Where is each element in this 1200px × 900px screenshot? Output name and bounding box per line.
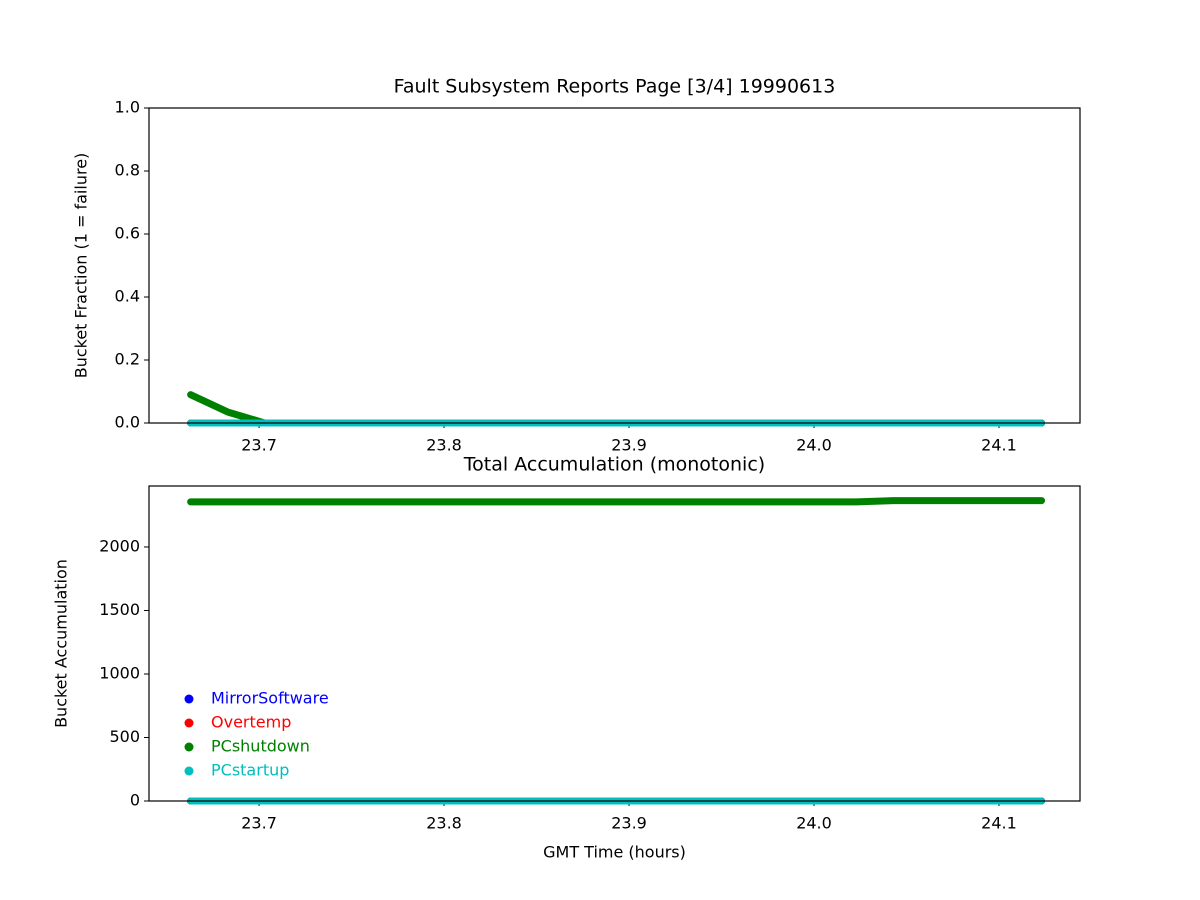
plot-frame [148, 485, 1081, 802]
x-axis-label: GMT Time (hours) [543, 843, 686, 862]
legend-label: MirrorSoftware [211, 689, 329, 708]
legend-label: PCstartup [211, 761, 289, 780]
y-tick-label: 1000 [99, 663, 140, 682]
legend-marker [184, 694, 194, 704]
legend-label: PCshutdown [211, 737, 310, 756]
series-line [187, 391, 1046, 427]
y-axis-label: Bucket Fraction (1 = failure) [72, 153, 91, 379]
legend-marker [184, 742, 194, 752]
y-tick-label: 0.6 [115, 224, 140, 243]
legend-marker [184, 766, 194, 776]
plot-frame [148, 107, 1081, 424]
legend-label: Overtemp [211, 713, 291, 732]
y-tick-label: 1500 [99, 600, 140, 619]
x-tick-label: 23.9 [611, 436, 647, 455]
x-tick-label: 23.9 [611, 814, 647, 833]
x-tick-label: 24.1 [981, 814, 1017, 833]
y-tick-label: 1.0 [115, 98, 140, 117]
chart-title: Total Accumulation (monotonic) [463, 454, 765, 476]
x-tick-label: 23.7 [241, 436, 277, 455]
y-tick-label: 0.0 [115, 413, 140, 432]
x-tick-label: 24.1 [981, 436, 1017, 455]
x-tick-label: 23.7 [241, 814, 277, 833]
x-tick-label: 23.8 [426, 436, 462, 455]
x-tick-label: 24.0 [796, 814, 832, 833]
legend-marker [184, 718, 194, 728]
y-tick-label: 2000 [99, 536, 140, 555]
y-tick-label: 0 [130, 791, 140, 810]
x-tick-label: 23.8 [426, 814, 462, 833]
y-tick-label: 500 [109, 727, 140, 746]
chart-title: Fault Subsystem Reports Page [3/4] 19990… [394, 76, 836, 98]
series-line [187, 497, 1046, 506]
y-tick-label: 0.8 [115, 161, 140, 180]
y-axis-label: Bucket Accumulation [52, 559, 71, 728]
y-tick-label: 0.2 [115, 350, 140, 369]
x-tick-label: 24.0 [796, 436, 832, 455]
y-tick-label: 0.4 [115, 287, 140, 306]
